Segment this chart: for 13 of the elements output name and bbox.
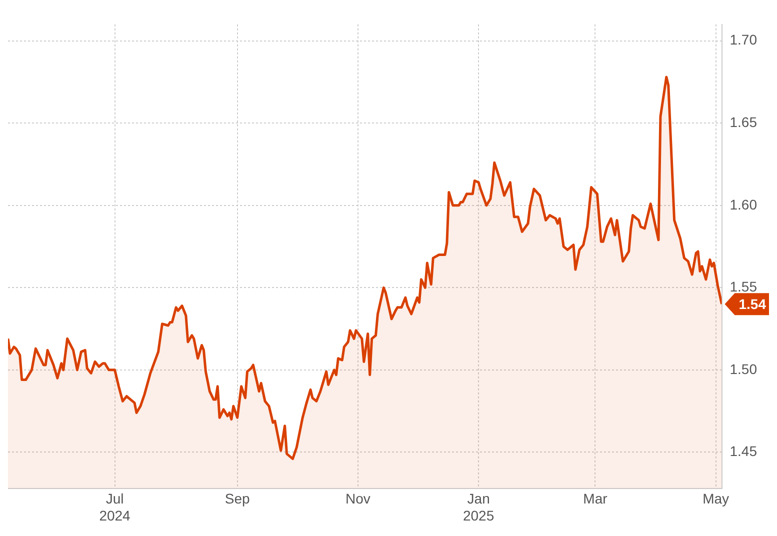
x-tick-label: Mar (583, 490, 608, 507)
x-tick-label: Jul 2024 (99, 490, 131, 524)
annotation: 1.54 (738, 296, 766, 312)
x-tick-label: Sep (224, 490, 250, 507)
y-tick-label: 1.50 (730, 360, 758, 377)
x-tick-label: Jan 2025 (462, 490, 494, 524)
y-tick-label: 1.45 (730, 443, 758, 460)
x-tick-label: May (702, 490, 730, 507)
y-tick-label: 1.65 (730, 114, 758, 130)
y-tick-label: 1.55 (730, 278, 758, 295)
y-tick-label: 1.70 (730, 32, 758, 48)
x-tick-label: Nov (346, 490, 370, 507)
y-tick-label: 1.60 (730, 196, 758, 212)
